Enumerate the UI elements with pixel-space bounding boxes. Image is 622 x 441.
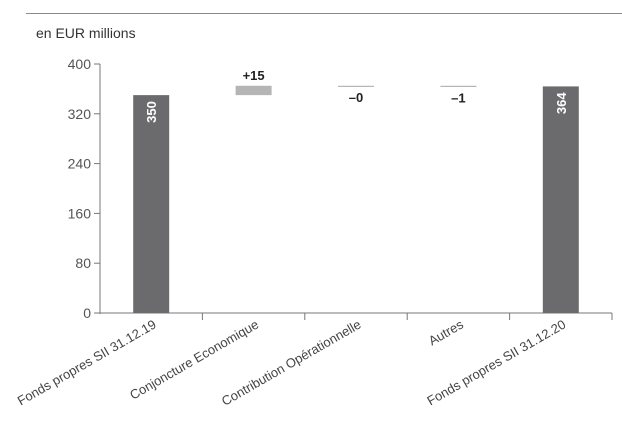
bar-value-label: 350 xyxy=(144,101,159,123)
delta-bar xyxy=(235,85,272,96)
y-tick-label: 80 xyxy=(75,255,91,271)
total-bar xyxy=(542,86,579,313)
unit-label: en EUR millions xyxy=(36,25,136,41)
delta-bar xyxy=(338,85,374,87)
x-category-label: Autres xyxy=(426,316,466,348)
top-rule xyxy=(26,13,622,14)
bar-value-label: –1 xyxy=(451,90,465,105)
y-tick-label: 320 xyxy=(68,106,92,122)
bar-value-label: –0 xyxy=(349,90,363,105)
y-tick-label: 240 xyxy=(68,156,92,172)
y-tick-label: 160 xyxy=(68,205,92,221)
bar-value-label: 364 xyxy=(554,92,569,114)
bar-value-label: +15 xyxy=(243,68,265,83)
y-tick-label: 400 xyxy=(68,56,92,72)
y-tick-label: 0 xyxy=(83,305,91,321)
total-bar xyxy=(133,95,170,313)
delta-bar xyxy=(440,85,477,87)
